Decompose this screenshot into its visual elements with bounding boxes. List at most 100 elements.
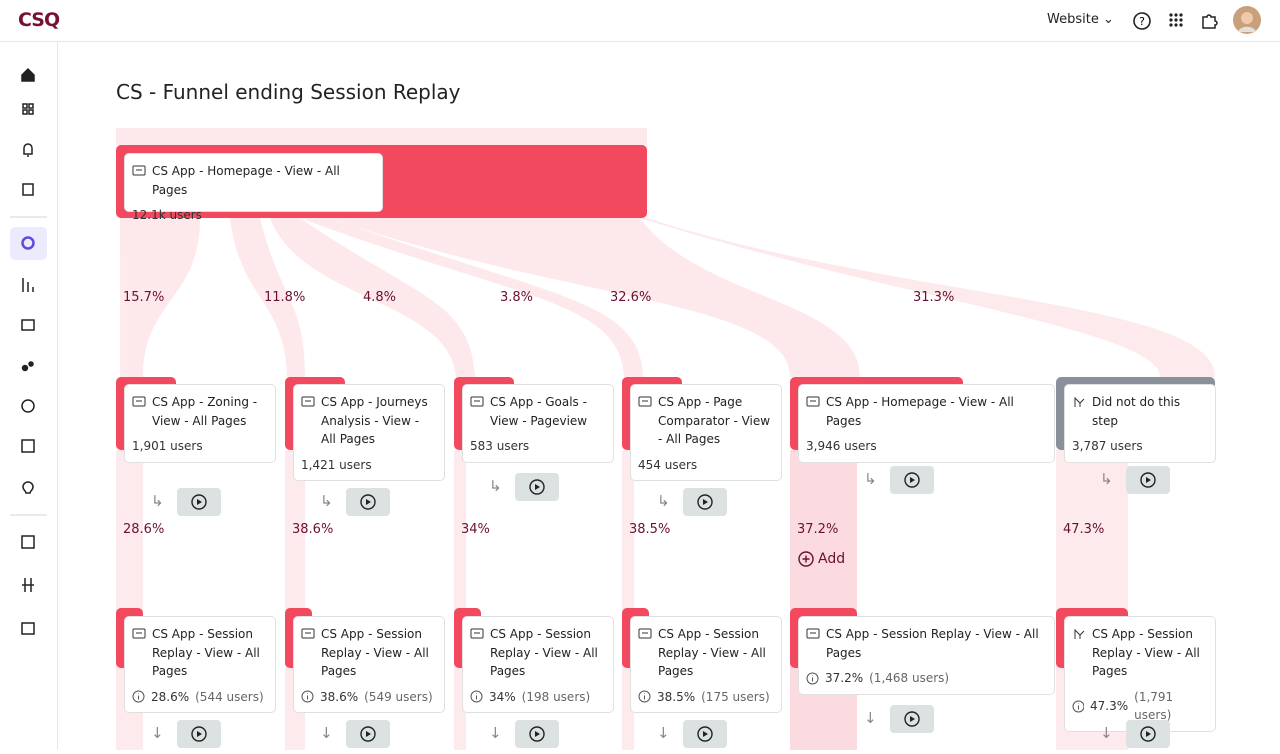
step-card[interactable]: CS App - Session Replay - View - All Pag… xyxy=(798,616,1055,695)
step-label-row: CS App - Journeys Analysis - View - All … xyxy=(301,393,437,449)
play-icon xyxy=(904,472,920,488)
step-stats: 37.2% (1,468 users) xyxy=(806,669,1047,688)
step-label: CS App - Session Replay - View - All Pag… xyxy=(658,627,766,678)
step-label: CS App - Session Replay - View - All Pag… xyxy=(826,627,1039,660)
step-card[interactable]: CS App - Session Replay - View - All Pag… xyxy=(124,616,276,713)
step-card[interactable]: CS App - Session Replay - View - All Pag… xyxy=(293,616,445,713)
conversion-rate: 34% xyxy=(461,522,490,537)
step-stats: 47.3% (1,791 users) xyxy=(1072,688,1208,725)
step-label-row: CS App - Zoning - View - All Pages xyxy=(132,393,268,430)
session-replay-button[interactable] xyxy=(683,720,727,748)
step-users: (198 users) xyxy=(521,689,591,704)
workspace-name: Website xyxy=(1047,12,1099,27)
session-replay-button[interactable] xyxy=(890,705,934,733)
step-card[interactable]: CS App - Page Comparator - View - All Pa… xyxy=(630,384,782,481)
step-icon xyxy=(132,628,146,639)
step-card[interactable]: CS App - Zoning - View - All Pages 1,901 … xyxy=(124,384,276,463)
step-rate: 38.6% xyxy=(320,689,359,704)
conversion-rate: 47.3% xyxy=(1063,522,1105,537)
step-icon xyxy=(638,628,652,639)
step-card[interactable]: CS App - Session Replay - View - All Pag… xyxy=(462,616,614,713)
step-label: CS App - Page Comparator - View - All Pa… xyxy=(658,395,771,446)
arrow-icon: ↓ xyxy=(1100,724,1113,742)
session-replay-button[interactable] xyxy=(346,488,390,516)
step-label: CS App - Session Replay - View - All Pag… xyxy=(152,627,260,678)
step-users: 3,787 users xyxy=(1072,439,1143,453)
play-icon xyxy=(360,726,376,742)
step-icon xyxy=(470,628,484,639)
arrow-icon: ↳ xyxy=(320,492,333,510)
step-icon xyxy=(132,165,146,176)
step-rate: 34% xyxy=(489,689,516,704)
help-icon[interactable]: ? xyxy=(1132,11,1152,31)
step-users: (1,468 users) xyxy=(869,671,950,685)
play-icon xyxy=(529,479,545,495)
step-icon xyxy=(806,396,820,407)
conversion-rate: 38.5% xyxy=(629,522,671,537)
step-card[interactable]: CS App - Goals - View - Pageview 583 user… xyxy=(462,384,614,463)
sidebar-icons[interactable] xyxy=(0,42,57,750)
step-users: 3,946 users xyxy=(806,439,877,453)
step-label-row: CS App - Session Replay - View - All Pag… xyxy=(132,625,268,681)
info-icon xyxy=(301,690,314,703)
arrow-icon: ↳ xyxy=(489,477,502,495)
step-icon xyxy=(1074,396,1085,407)
arrow-icon: ↳ xyxy=(151,492,164,510)
conversion-rate: 15.7% xyxy=(123,290,165,305)
info-icon xyxy=(1072,700,1085,712)
session-replay-button[interactable] xyxy=(515,720,559,748)
step-label: Did not do this step xyxy=(1092,395,1181,428)
step-label-row: CS App - Session Replay - View - All Pag… xyxy=(470,625,606,681)
page-title: CS - Funnel ending Session Replay xyxy=(116,80,461,104)
root-step-card[interactable]: CS App - Homepage - View - All Pages 12.… xyxy=(124,153,383,222)
integrations-icon[interactable] xyxy=(1200,11,1218,29)
arrow-icon: ↓ xyxy=(864,709,877,727)
step-rate: 38.5% xyxy=(657,689,696,704)
session-replay-button[interactable] xyxy=(515,473,559,501)
logo[interactable]: CSQ xyxy=(18,9,60,31)
step-card[interactable]: CS App - Journeys Analysis - View - All … xyxy=(293,384,445,481)
add-step-button[interactable]: Add xyxy=(798,551,845,567)
step-rate: 37.2% xyxy=(825,671,864,685)
workspace-selector[interactable]: Website ⌄ xyxy=(1047,12,1114,27)
conversion-rate: 37.2% xyxy=(797,522,839,537)
play-icon xyxy=(1140,726,1156,742)
step-users: 1,901 users xyxy=(132,439,203,453)
step-card[interactable]: CS App - Homepage - View - All Pages 3,94… xyxy=(798,384,1055,463)
step-label-row: CS App - Session Replay - View - All Pag… xyxy=(301,625,437,681)
avatar[interactable] xyxy=(1233,6,1261,34)
step-stats: 38.5% (175 users) xyxy=(638,688,774,707)
play-icon xyxy=(191,494,207,510)
session-replay-button[interactable] xyxy=(890,466,934,494)
step-card[interactable]: CS App - Session Replay - View - All Pag… xyxy=(630,616,782,713)
session-replay-button[interactable] xyxy=(683,488,727,516)
session-replay-button[interactable] xyxy=(1126,466,1170,494)
step-icon xyxy=(470,396,484,407)
step-users: 1,421 users xyxy=(301,457,372,472)
play-icon xyxy=(360,494,376,510)
step-card[interactable]: CS App - Session Replay - View - All Pag… xyxy=(1064,616,1216,732)
sidebar xyxy=(0,42,58,750)
step-label-row: CS App - Goals - View - Pageview xyxy=(470,393,606,430)
session-replay-button[interactable] xyxy=(177,720,221,748)
arrow-icon: ↓ xyxy=(151,724,164,742)
apps-icon[interactable] xyxy=(1168,12,1184,28)
step-label-row: CS App - Session Replay - View - All Pag… xyxy=(806,625,1047,662)
session-replay-button[interactable] xyxy=(1126,720,1170,748)
step-label-row: CS App - Page Comparator - View - All Pa… xyxy=(638,393,774,449)
step-users: (549 users) xyxy=(364,689,433,704)
step-card[interactable]: Did not do this step 3,787 users xyxy=(1064,384,1216,463)
add-icon xyxy=(798,551,814,567)
play-icon xyxy=(1140,472,1156,488)
conversion-rate: 32.6% xyxy=(610,290,652,305)
top-bar: CSQ Website ⌄ ? xyxy=(0,0,1280,42)
step-stats: 34% (198 users) xyxy=(470,688,606,707)
step-icon xyxy=(132,396,146,407)
session-replay-button[interactable] xyxy=(346,720,390,748)
play-icon xyxy=(904,711,920,727)
session-replay-button[interactable] xyxy=(177,488,221,516)
arrow-icon: ↓ xyxy=(320,724,333,742)
step-label-row: Did not do this step xyxy=(1072,393,1208,430)
step-label-row: CS App - Homepage - View - All Pages xyxy=(806,393,1047,430)
